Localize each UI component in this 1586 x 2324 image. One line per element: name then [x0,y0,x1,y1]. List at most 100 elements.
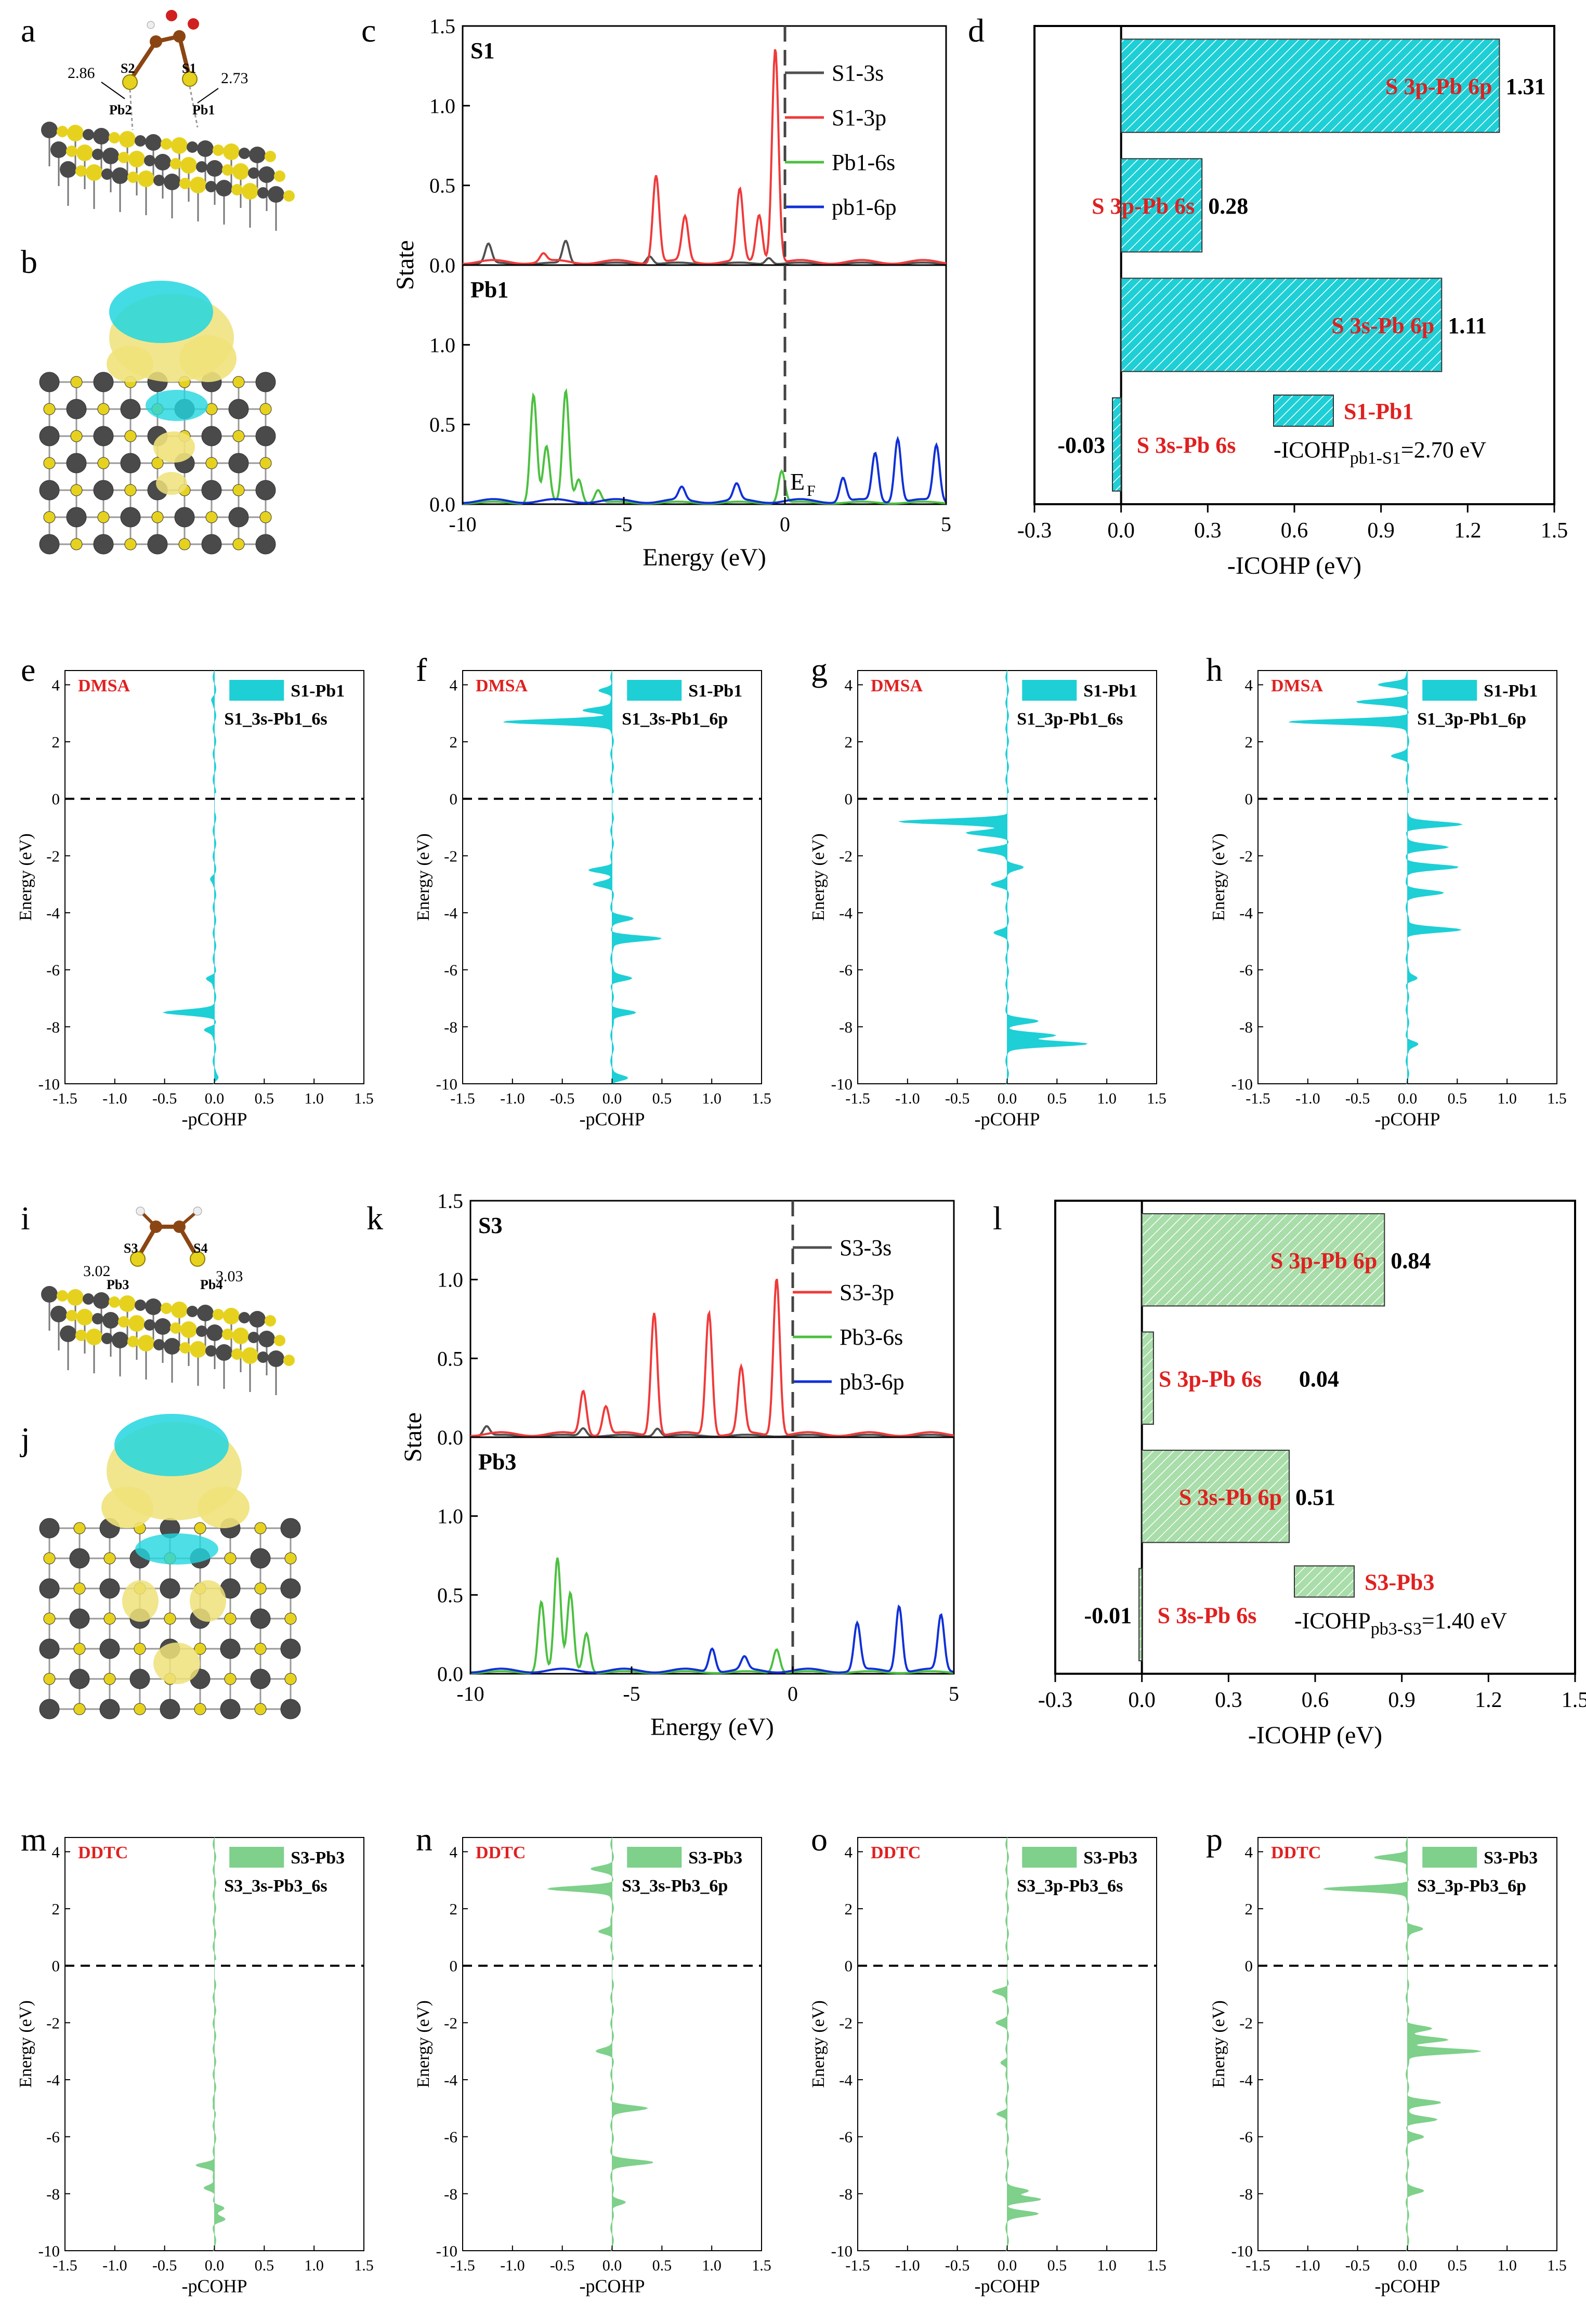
legend-swatch [1022,1847,1077,1868]
bond-length-label: 2.73 [221,70,248,87]
y-tick-label: -2 [1239,2014,1253,2032]
sulfur-atom [70,538,83,550]
y-tick-label: -2 [46,2014,60,2032]
panel-letter-l: l [993,1200,1002,1237]
lead-atom [228,507,249,528]
slab-atom [216,180,232,196]
lead-atom [93,372,114,392]
slab-atom [128,1315,145,1332]
dos-panel-frame [462,264,947,505]
y-tick-label: -8 [444,2185,457,2203]
bar-S 3p-Pb 6s [1141,1331,1154,1425]
lead-atom [160,1578,180,1599]
series-line-pb1-6p [463,436,947,504]
slab-atom [190,177,206,193]
dos-panel-label: S1 [470,38,494,63]
sulfur-atom [124,538,137,550]
x-axis-label: -pCOHP [579,2276,645,2296]
bar-category-label: S 3p-Pb 6s [1159,1366,1262,1391]
dos-panel-label: Pb3 [478,1449,516,1475]
x-tick-label: 1.0 [702,2257,722,2274]
y-tick-label: -6 [839,961,853,979]
panel-letter-b: b [21,243,37,280]
slab-atom [86,164,102,181]
legend-label: S1-Pb1 [1484,681,1538,701]
bond-length-label: 3.03 [216,1268,243,1285]
y-tick-label: 2 [52,1900,60,1918]
bar-value-label: -0.03 [1057,432,1105,458]
slab-atom [118,152,129,163]
y-tick-label: -8 [839,2185,853,2203]
y-axis-label: Energy (eV) [16,2000,35,2087]
y-tick-label: 1.5 [437,1189,463,1213]
panel-letter-c: c [361,12,376,49]
x-tick-label: 0.5 [1047,2257,1067,2274]
x-tick-label: -1.5 [1246,2257,1270,2274]
legend-sublabel: S3_3s-Pb3_6p [622,1876,728,1896]
x-axis-label: -pCOHP [181,2276,247,2296]
x-tick-label: 0.5 [652,2257,672,2274]
lead-atom [39,1638,60,1659]
panel-letter-p: p [1206,1821,1223,1858]
y-tick-label: -4 [46,2071,60,2089]
lead-atom [201,534,222,555]
series-line-S1-3p [463,49,947,265]
x-tick-label: -1.0 [102,1090,127,1107]
panel-letter-m: m [21,1821,47,1858]
molecule-i [130,1206,205,1267]
y-axis-label: Energy (eV) [414,833,433,921]
atom-label: Pb4 [200,1277,222,1292]
fermi-label: E [790,468,805,495]
x-tick-label: -0.3 [1017,519,1052,543]
legend-swatch [1422,1847,1477,1868]
y-tick-label: -4 [839,904,853,922]
y-tick-label: -10 [1231,2242,1253,2260]
slab-atom [274,170,285,182]
legend-label: S1-Pb1 [291,681,345,701]
x-tick-label: -1.5 [845,2257,870,2274]
x-tick-label: 1.5 [1147,1090,1166,1107]
dos-panel-label: S3 [478,1213,502,1238]
x-tick-label: 0.5 [1047,1090,1067,1107]
y-tick-label: 4 [845,1843,853,1861]
bar-category-label: S 3s-Pb 6p [1179,1485,1282,1510]
fermi-label-sub: F [807,482,816,500]
panel-letter-i: i [21,1200,30,1237]
legend-label: Pb3-6s [840,1324,903,1350]
y-tick-label: 1.0 [437,1268,463,1292]
lead-atom [99,1638,120,1659]
atom-label: Pb1 [192,102,215,117]
lead-atom [201,426,222,447]
panel-letter-j: j [20,1421,30,1458]
slab-atom [231,1348,243,1360]
system-tag: DDTC [476,1843,526,1862]
lead-atom [69,1548,90,1569]
slab-atom [66,146,77,157]
y-tick-label: 2 [845,1900,853,1918]
bar-category-label: S 3p-Pb 6p [1385,74,1492,99]
y-tick-label: 0.5 [429,413,455,437]
sulfur-atom [43,403,56,415]
y-tick-label: 0 [52,790,60,808]
x-tick-label: -1.5 [845,1090,870,1107]
x-tick-label: -10 [456,1682,484,1705]
lead-atom [250,1608,271,1629]
x-tick-label: 1.0 [1097,2257,1117,2274]
y-tick-label: -2 [839,2014,853,2032]
y-tick-label: 2 [450,1900,458,1918]
dos-panel-frame [469,1436,955,1675]
slab-atom [232,163,249,180]
y-axis-label: Energy (eV) [16,833,35,921]
slab-atom [101,1333,113,1344]
legend-swatch [1022,680,1077,701]
x-tick-label: 1.2 [1454,519,1482,543]
pcohp-chart-n: 4 2 0 -2 -4 -6 -8 -10-1.5 -1.0 -0.5 0.0 0.5 1.0 1.5 -p… [414,1837,771,2296]
slab-atom [127,172,139,183]
bar-S 3p-Pb 6s [1120,158,1203,253]
legend-label: S3-Pb3 [291,1848,345,1868]
y-tick-label: 1.0 [437,1505,463,1528]
sulfur-atom [284,1673,297,1685]
pcohp-chart-g: 4 2 0 -2 -4 -6 -8 -10-1.5 -1.0 -0.5 0.0 0.5 1.0 1.5 -p… [809,670,1166,1130]
pcohp-chart-e: 4 2 0 -2 -4 -6 -8 -10-1.5 -1.0 -0.5 0.0 0.5 1.0 1.5 -p… [16,670,374,1130]
lead-atom [39,480,60,501]
